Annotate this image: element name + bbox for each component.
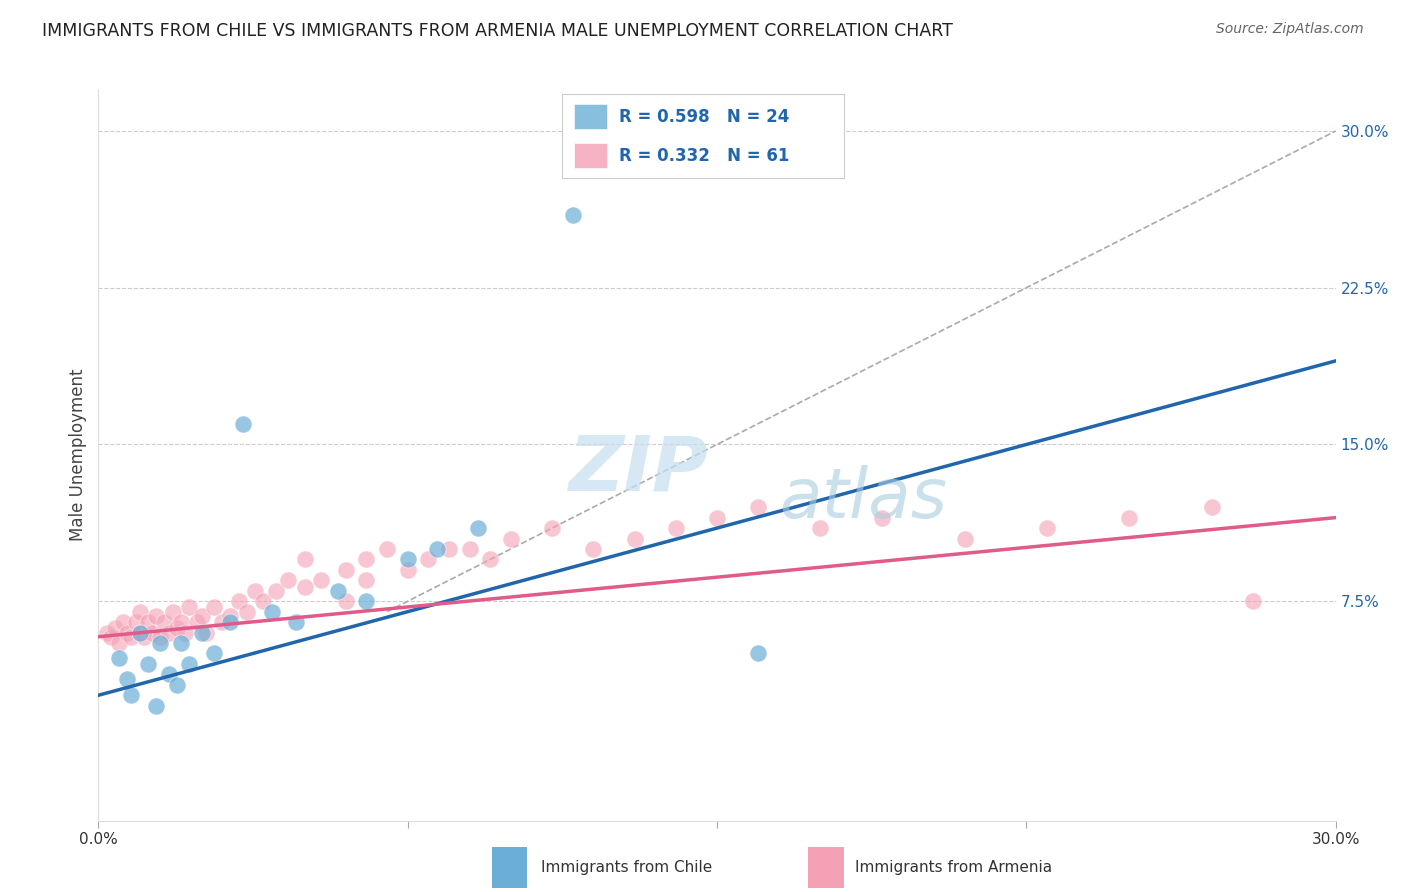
Point [953, 532, 976, 546]
Text: Immigrants from Chile: Immigrants from Chile [541, 861, 713, 875]
Point [582, 541, 605, 556]
Point [335, 594, 357, 608]
Point [162, 605, 184, 619]
Point [1201, 500, 1223, 515]
Point [541, 521, 564, 535]
Text: IMMIGRANTS FROM CHILE VS IMMIGRANTS FROM ARMENIA MALE UNEMPLOYMENT CORRELATION C: IMMIGRANTS FROM CHILE VS IMMIGRANTS FROM… [42, 22, 953, 40]
Point [277, 574, 299, 588]
Point [264, 583, 287, 598]
Point [252, 594, 274, 608]
Point [561, 208, 583, 222]
Point [174, 625, 197, 640]
Text: ZIP: ZIP [568, 433, 709, 507]
Point [157, 667, 180, 681]
Point [1036, 521, 1059, 535]
Point [96, 625, 118, 640]
Point [396, 563, 419, 577]
Point [870, 510, 893, 524]
Point [418, 552, 440, 566]
Point [458, 541, 481, 556]
Point [260, 605, 283, 619]
Point [219, 608, 242, 623]
Point [326, 583, 349, 598]
Point [190, 608, 212, 623]
Point [232, 417, 254, 431]
Point [145, 608, 167, 623]
Point [706, 510, 728, 524]
Point [149, 630, 172, 644]
Point [1241, 594, 1264, 608]
Point [136, 615, 159, 629]
Point [136, 657, 159, 671]
Point [426, 541, 449, 556]
Point [309, 574, 332, 588]
Point [100, 630, 122, 644]
Point [219, 615, 242, 629]
Point [499, 532, 522, 546]
Point [108, 636, 131, 650]
Point [166, 678, 188, 692]
Point [808, 521, 831, 535]
Point [228, 594, 250, 608]
Point [170, 636, 193, 650]
Point [437, 541, 460, 556]
Text: Immigrants from Armenia: Immigrants from Armenia [855, 861, 1052, 875]
Point [179, 600, 201, 615]
Point [375, 541, 398, 556]
Point [335, 563, 357, 577]
Text: R = 0.598   N = 24: R = 0.598 N = 24 [619, 108, 789, 126]
Point [179, 657, 201, 671]
Point [128, 625, 150, 640]
Point [202, 647, 225, 661]
Point [112, 615, 135, 629]
Point [141, 625, 163, 640]
Point [128, 625, 150, 640]
Point [665, 521, 688, 535]
Y-axis label: Male Unemployment: Male Unemployment [69, 368, 87, 541]
Point [356, 594, 378, 608]
Point [194, 625, 217, 640]
Point [294, 580, 316, 594]
Point [186, 615, 208, 629]
Point [145, 698, 167, 713]
Point [211, 615, 233, 629]
Point [747, 500, 769, 515]
Point [356, 552, 378, 566]
Point [236, 605, 259, 619]
Text: Source: ZipAtlas.com: Source: ZipAtlas.com [1216, 22, 1364, 37]
Point [117, 625, 139, 640]
Point [1118, 510, 1140, 524]
Point [202, 600, 225, 615]
Point [108, 650, 131, 665]
Point [104, 621, 127, 635]
Point [132, 630, 155, 644]
Point [166, 621, 188, 635]
Point [128, 605, 150, 619]
Point [120, 630, 142, 644]
Point [294, 552, 316, 566]
Point [124, 615, 146, 629]
Text: R = 0.332   N = 61: R = 0.332 N = 61 [619, 146, 789, 164]
Point [117, 672, 139, 686]
Point [623, 532, 645, 546]
Point [243, 583, 266, 598]
Point [149, 636, 172, 650]
Point [157, 625, 180, 640]
Point [356, 574, 378, 588]
Point [190, 625, 212, 640]
Bar [574, 103, 607, 129]
Text: atlas: atlas [779, 466, 946, 533]
Point [170, 615, 193, 629]
Point [153, 615, 176, 629]
Point [467, 521, 489, 535]
Bar [574, 143, 607, 169]
Point [285, 615, 308, 629]
Point [120, 688, 142, 702]
Point [479, 552, 502, 566]
Point [396, 552, 419, 566]
Point [747, 647, 769, 661]
